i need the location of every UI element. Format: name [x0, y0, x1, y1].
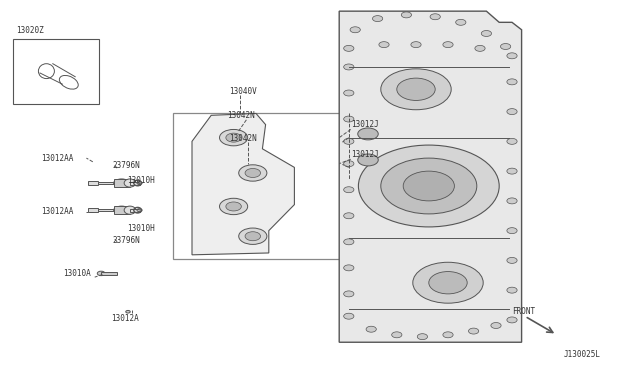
Circle shape [344, 64, 354, 70]
Circle shape [468, 328, 479, 334]
Text: 13012AA: 13012AA [42, 207, 74, 216]
Ellipse shape [137, 209, 142, 212]
Bar [88, 181, 98, 185]
Text: 13012A: 13012A [111, 314, 139, 323]
Circle shape [507, 168, 517, 174]
Ellipse shape [125, 310, 131, 313]
Bar [98, 209, 114, 211]
Polygon shape [192, 113, 294, 255]
Text: 23796N: 23796N [112, 161, 140, 170]
Circle shape [507, 79, 517, 85]
Text: 13020Z: 13020Z [16, 26, 44, 35]
Circle shape [344, 161, 354, 167]
Bar [114, 206, 130, 214]
Text: 13010H: 13010H [127, 176, 154, 185]
Ellipse shape [137, 182, 142, 185]
Circle shape [507, 53, 517, 59]
Circle shape [344, 138, 354, 144]
Circle shape [491, 323, 501, 328]
Circle shape [443, 332, 453, 338]
Circle shape [507, 138, 517, 144]
Circle shape [226, 202, 241, 211]
Ellipse shape [124, 206, 136, 214]
Circle shape [344, 116, 354, 122]
Text: 13010A: 13010A [63, 269, 90, 278]
Text: 13012AA: 13012AA [42, 154, 74, 163]
Ellipse shape [97, 271, 105, 276]
Circle shape [507, 317, 517, 323]
Text: 13012J: 13012J [351, 150, 378, 159]
Text: 13042N: 13042N [229, 134, 257, 142]
Circle shape [344, 213, 354, 219]
Circle shape [413, 262, 483, 303]
Circle shape [456, 19, 466, 25]
Circle shape [372, 16, 383, 22]
Circle shape [500, 44, 511, 49]
Circle shape [379, 42, 389, 48]
Bar [88, 208, 98, 212]
Circle shape [392, 332, 402, 338]
Circle shape [401, 12, 412, 18]
Circle shape [344, 239, 354, 245]
Circle shape [397, 78, 435, 100]
Circle shape [475, 45, 485, 51]
Circle shape [344, 291, 354, 297]
Polygon shape [339, 11, 522, 342]
Circle shape [481, 31, 492, 36]
Circle shape [344, 187, 354, 193]
Circle shape [220, 129, 248, 146]
Circle shape [381, 158, 477, 214]
Text: 13012J: 13012J [351, 120, 378, 129]
Circle shape [226, 133, 241, 142]
Circle shape [411, 42, 421, 48]
Circle shape [344, 45, 354, 51]
Circle shape [507, 228, 517, 234]
Text: J130025L: J130025L [563, 350, 600, 359]
Text: 23796N: 23796N [112, 235, 140, 244]
Bar [130, 182, 140, 185]
Circle shape [429, 272, 467, 294]
Circle shape [245, 232, 260, 241]
Circle shape [245, 169, 260, 177]
Circle shape [344, 313, 354, 319]
Circle shape [344, 90, 354, 96]
Circle shape [507, 198, 517, 204]
Bar [13, 39, 99, 104]
Circle shape [417, 334, 428, 340]
Bar [101, 272, 117, 275]
Bar [130, 209, 140, 212]
Circle shape [358, 145, 499, 227]
Circle shape [344, 265, 354, 271]
Text: 13010H: 13010H [127, 224, 154, 233]
Circle shape [366, 326, 376, 332]
Ellipse shape [124, 179, 136, 187]
Circle shape [443, 42, 453, 48]
Circle shape [239, 228, 267, 244]
Circle shape [358, 154, 378, 166]
Bar [98, 182, 114, 184]
Text: 13040V: 13040V [229, 87, 257, 96]
Text: FRONT: FRONT [512, 307, 535, 316]
Circle shape [507, 287, 517, 293]
Text: 13042N: 13042N [227, 111, 255, 120]
Circle shape [358, 128, 378, 140]
Circle shape [507, 109, 517, 115]
Ellipse shape [114, 179, 129, 187]
Circle shape [239, 165, 267, 181]
Ellipse shape [114, 206, 129, 214]
Circle shape [403, 171, 454, 201]
Circle shape [507, 257, 517, 263]
Circle shape [220, 198, 248, 215]
Circle shape [381, 69, 451, 110]
Bar [173, 113, 349, 259]
Circle shape [430, 14, 440, 20]
Circle shape [350, 27, 360, 33]
Bar [114, 179, 130, 187]
